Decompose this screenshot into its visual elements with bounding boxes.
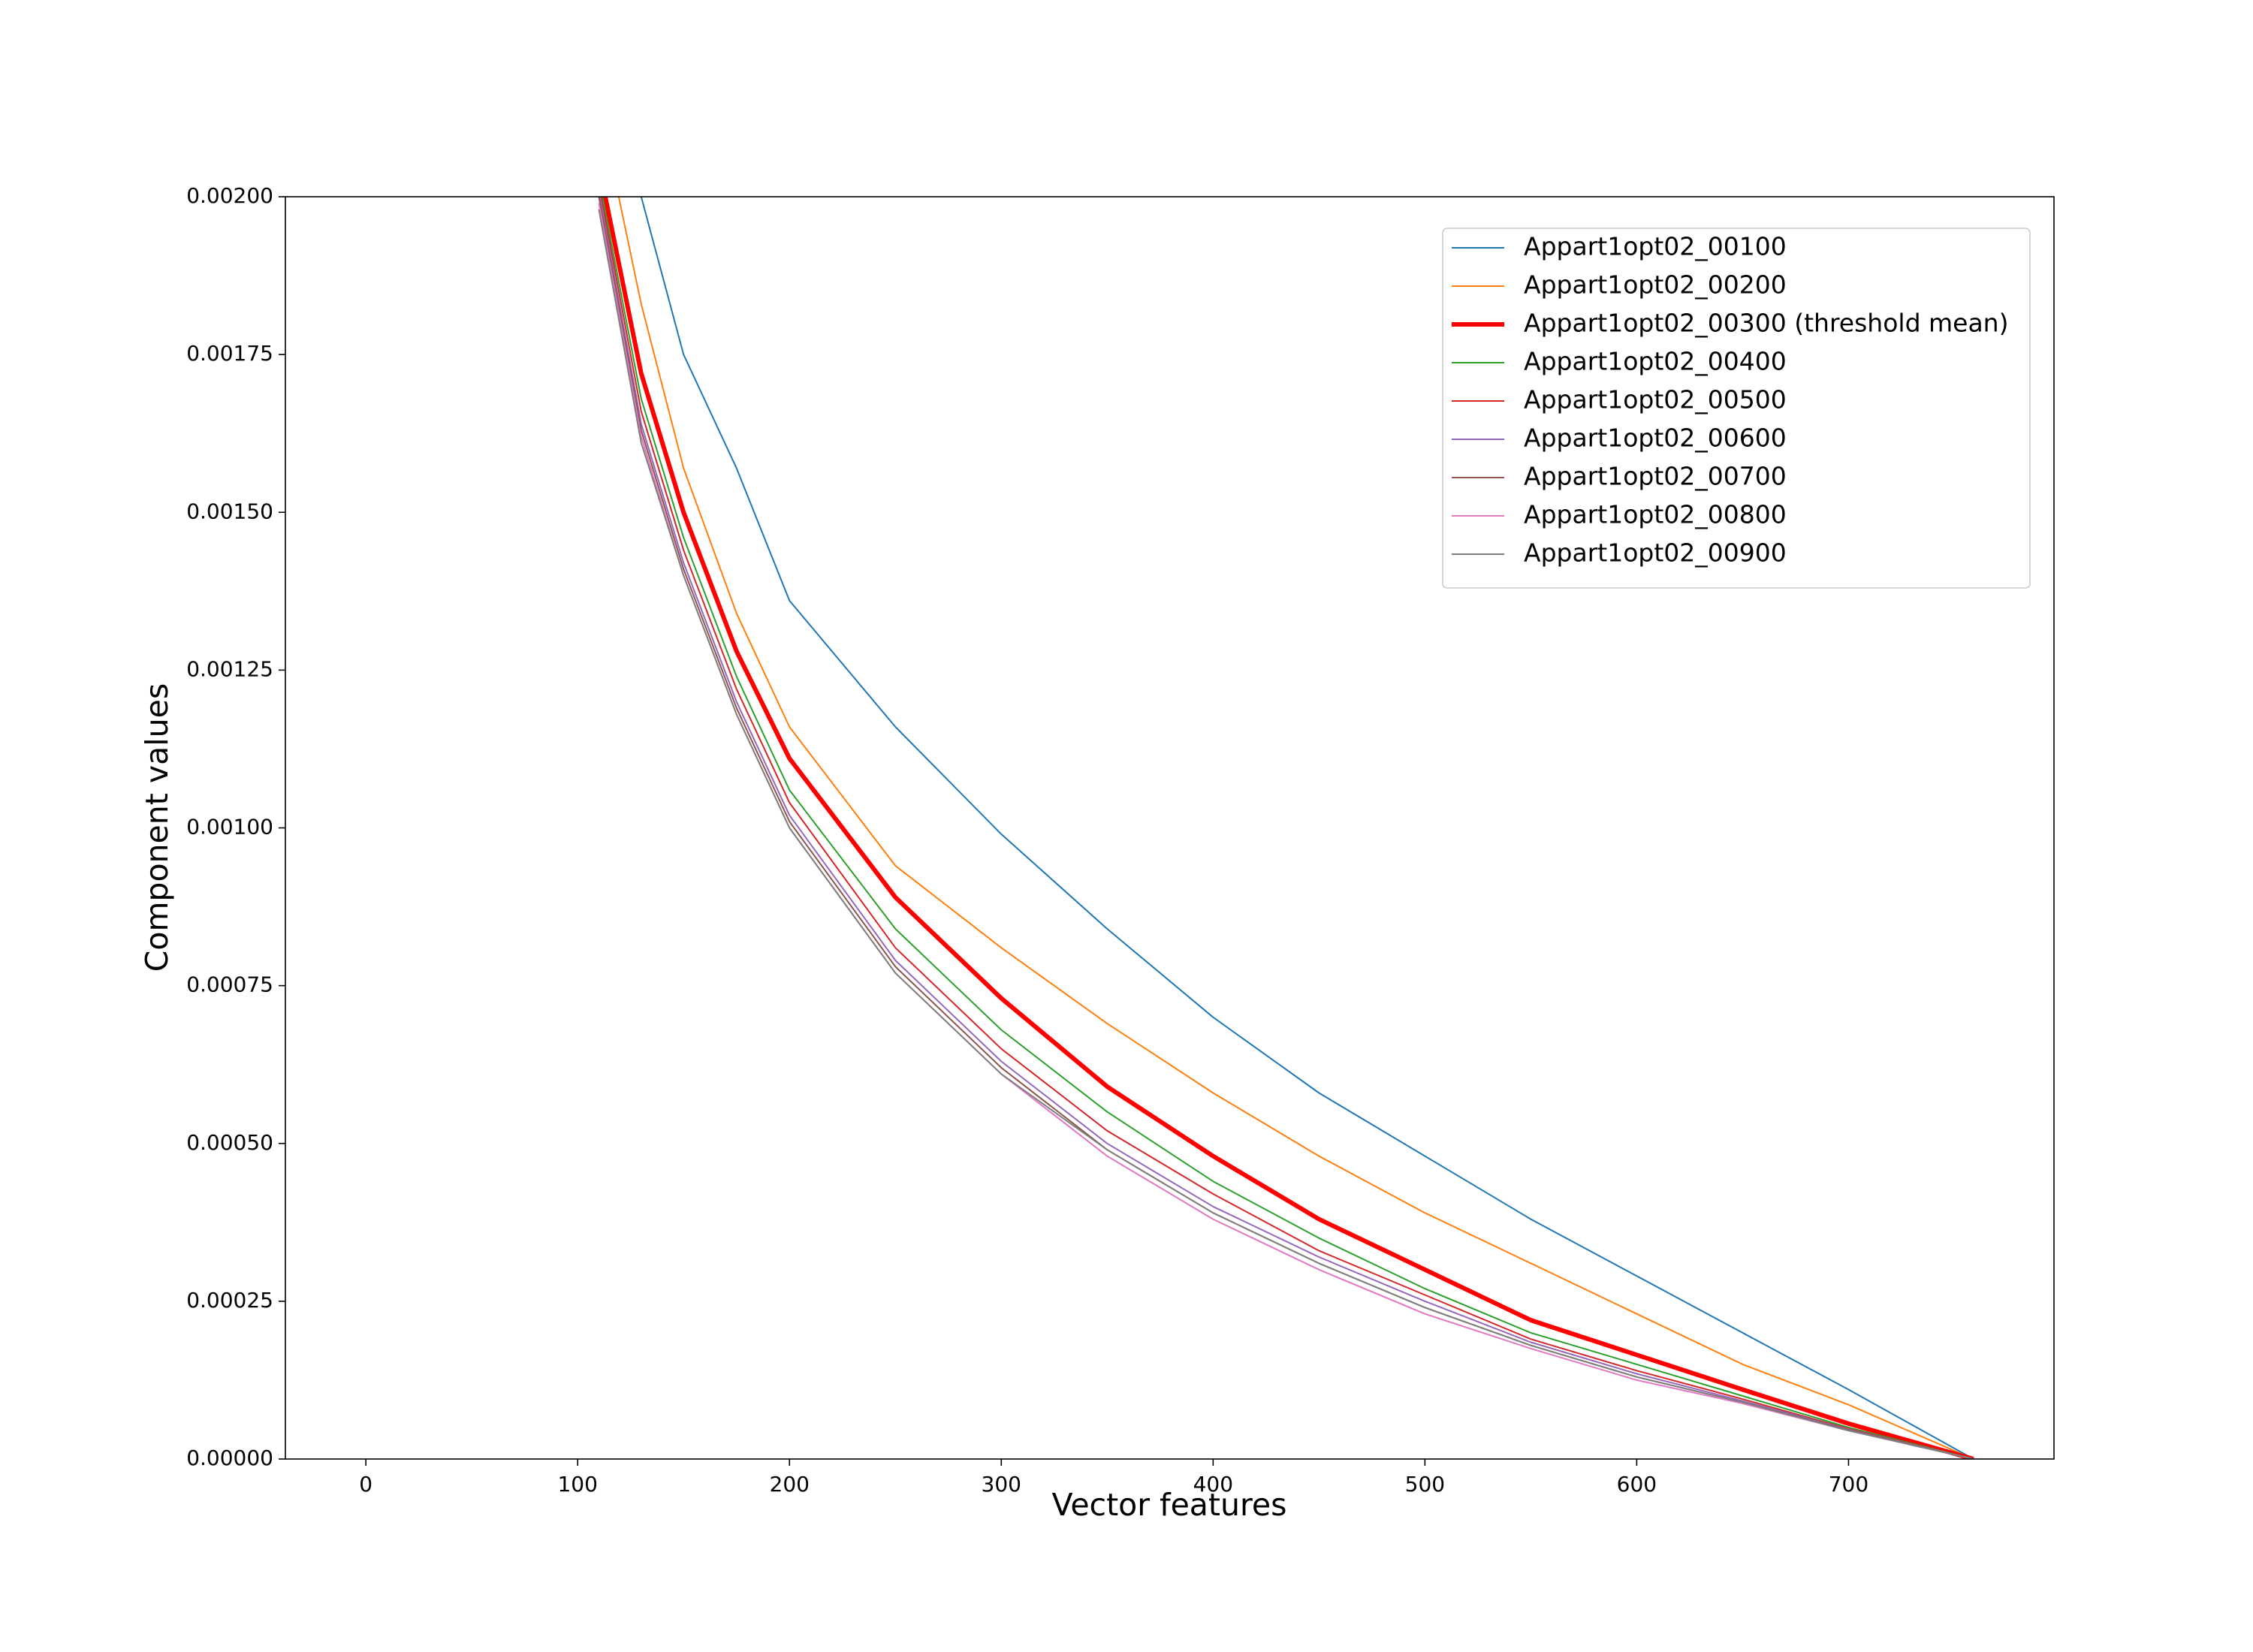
x-tick-label: 600 <box>1617 1472 1657 1497</box>
x-tick-label: 400 <box>1193 1472 1233 1497</box>
legend-label: Appart1opt02_00900 <box>1524 538 1787 568</box>
series-line <box>598 209 1974 1459</box>
plot-lines <box>598 197 1974 1459</box>
series-line <box>599 197 1974 1459</box>
y-tick-label: 0.00025 <box>186 1288 273 1313</box>
series-line <box>617 197 1974 1459</box>
legend-label: Appart1opt02_00800 <box>1524 500 1787 529</box>
y-tick-label: 0.00100 <box>186 815 273 840</box>
x-tick-label: 100 <box>557 1472 597 1497</box>
legend-label: Appart1opt02_00500 <box>1524 385 1787 415</box>
x-tick-label: 700 <box>1829 1472 1868 1497</box>
legend-label: Appart1opt02_00200 <box>1524 270 1787 300</box>
x-tick-label: 200 <box>770 1472 810 1497</box>
x-tick-label: 300 <box>982 1472 1021 1497</box>
legend-label: Appart1opt02_00700 <box>1524 462 1787 491</box>
y-tick-label: 0.00150 <box>186 499 273 523</box>
series-line <box>640 197 1974 1459</box>
series-line <box>600 197 1974 1459</box>
x-tick-label: 500 <box>1405 1472 1445 1497</box>
series-line <box>602 197 1974 1459</box>
series-line <box>602 197 1974 1459</box>
y-tick-label: 0.00075 <box>186 972 273 997</box>
legend-label: Appart1opt02_00300 (threshold mean) <box>1524 309 2008 338</box>
y-tick-label: 0.00125 <box>186 656 273 681</box>
legend-label: Appart1opt02_00100 <box>1524 232 1787 261</box>
legend-box <box>1442 228 2031 589</box>
y-tick-label: 0.00000 <box>186 1446 273 1470</box>
y-tick-label: 0.00050 <box>186 1130 273 1155</box>
legend-label: Appart1opt02_00400 <box>1524 347 1787 376</box>
y-tick-label: 0.00175 <box>186 341 273 366</box>
y-axis-label: Component values <box>139 683 175 972</box>
legend-label: Appart1opt02_00600 <box>1524 424 1787 453</box>
y-tick-label: 0.00200 <box>186 183 273 208</box>
x-axis-label: Vector features <box>1051 1487 1286 1523</box>
x-tick-label: 0 <box>359 1472 372 1497</box>
